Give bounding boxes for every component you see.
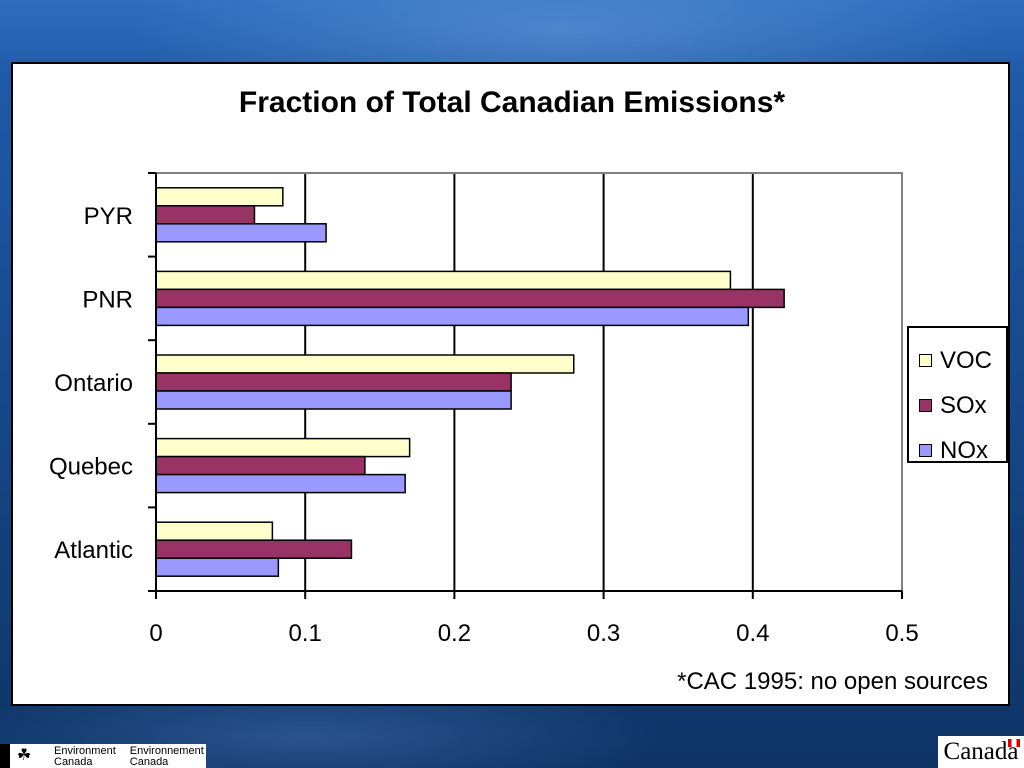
- bar-voc: [155, 521, 274, 541]
- bar-nox: [155, 306, 750, 327]
- wordmark-text: Canada: [943, 738, 1019, 765]
- dept-name-en: Environment Canada: [54, 746, 116, 768]
- legend-swatch-nox: [919, 444, 932, 457]
- legend-swatch-sox: [919, 399, 932, 412]
- bar-sox: [155, 205, 256, 225]
- bar-voc: [155, 437, 411, 458]
- dept-en-line2: Canada: [54, 756, 93, 768]
- x-tick-label: 0.1: [289, 620, 322, 647]
- category-label: Atlantic: [54, 537, 133, 564]
- x-tick-label: 0.2: [438, 620, 471, 647]
- legend-item-sox: SOx: [919, 383, 1006, 428]
- maple-leaf-icon: ☘: [0, 744, 40, 768]
- legend-label-sox: SOx: [940, 391, 987, 419]
- legend-item-voc: VOC: [919, 338, 1006, 383]
- canada-wordmark: Canada: [938, 736, 1024, 768]
- bar-nox: [155, 557, 280, 577]
- category-label: Ontario: [54, 370, 133, 397]
- dept-fr-line2: Canada: [129, 756, 169, 768]
- bar-nox: [155, 223, 327, 243]
- chart-title: Fraction of Total Canadian Emissions*: [238, 86, 786, 119]
- legend-label-voc: VOC: [940, 346, 993, 374]
- dept-fr-line1: Environnement: [129, 745, 204, 757]
- chart-legend: VOC SOx NOx: [907, 326, 1008, 464]
- bar-sox: [155, 539, 353, 559]
- bar-voc: [155, 270, 732, 291]
- department-signature: ☘ Environment Canada Environnement Canad…: [0, 744, 206, 768]
- x-tick-label: 0.4: [736, 620, 769, 647]
- bar-voc: [155, 187, 284, 207]
- bar-sox: [155, 455, 366, 476]
- category-label: Quebec: [49, 454, 133, 481]
- bar-sox: [155, 288, 785, 309]
- legend-swatch-voc: [919, 354, 932, 367]
- bar-nox: [155, 473, 406, 494]
- x-tick-label: 0: [149, 620, 162, 647]
- dept-name-fr: Environnement Canada: [130, 746, 204, 768]
- flag-icon: [1008, 739, 1020, 747]
- bar-nox: [155, 390, 512, 410]
- legend-label-nox: NOx: [940, 436, 988, 464]
- category-label: PNR: [82, 286, 133, 313]
- legend-item-nox: NOx: [919, 428, 1006, 473]
- footnote: *CAC 1995: no open sources: [677, 668, 988, 695]
- x-tick-label: 0.3: [587, 620, 620, 647]
- category-label: PYR: [84, 203, 133, 230]
- dept-en-line1: Environment: [54, 745, 116, 757]
- x-tick-label: 0.5: [885, 620, 918, 647]
- bar-sox: [155, 372, 512, 392]
- bar-voc: [155, 354, 575, 374]
